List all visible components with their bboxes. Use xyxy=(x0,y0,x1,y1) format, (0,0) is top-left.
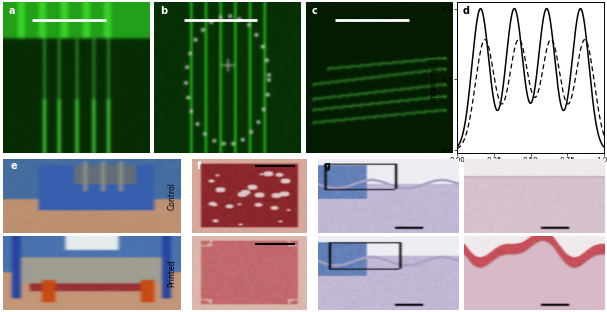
Text: d: d xyxy=(463,6,470,16)
Text: b: b xyxy=(160,6,168,16)
Text: Printed: Printed xyxy=(168,260,176,287)
Y-axis label: intensity (1): intensity (1) xyxy=(430,54,439,101)
Text: g: g xyxy=(324,161,331,171)
Text: Control: Control xyxy=(168,182,176,210)
Text: f: f xyxy=(197,161,201,171)
X-axis label: sheet width (1): sheet width (1) xyxy=(501,166,560,175)
Text: a: a xyxy=(9,6,15,16)
Text: c: c xyxy=(311,6,317,16)
Text: e: e xyxy=(10,161,17,171)
